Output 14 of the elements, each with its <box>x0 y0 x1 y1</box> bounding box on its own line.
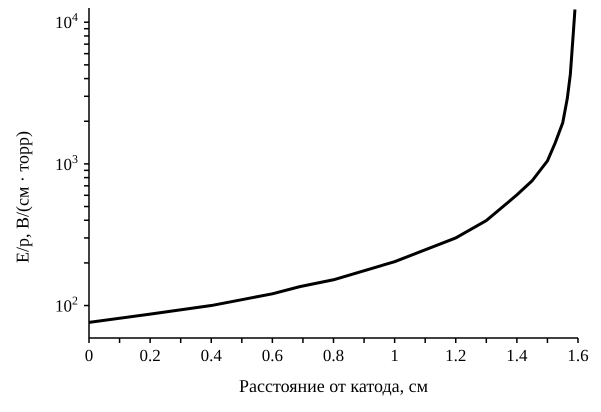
x-tick-label: 1 <box>390 346 399 365</box>
y-tick-label: 10$^{2}$ <box>55 294 78 316</box>
x-tick-label: 0 <box>84 346 94 365</box>
y-axis-title: E/p, В/(см · торр) <box>12 131 32 263</box>
x-tick-label: 1.2 <box>445 346 466 365</box>
x-axis-title: Расстояние от катода, см <box>238 376 428 396</box>
x-tick-label: 0.6 <box>262 346 283 365</box>
y-tick-label: 10$^{4}$ <box>55 10 78 32</box>
x-tick-label: 1.6 <box>567 346 589 365</box>
y-tick-label: 10$^{3}$ <box>55 152 78 174</box>
x-tick-label: 0.2 <box>140 346 161 365</box>
x-tick-label: 1.4 <box>506 346 528 365</box>
x-tick-label: 0.4 <box>200 346 222 365</box>
x-tick-label: 0.8 <box>322 346 344 365</box>
